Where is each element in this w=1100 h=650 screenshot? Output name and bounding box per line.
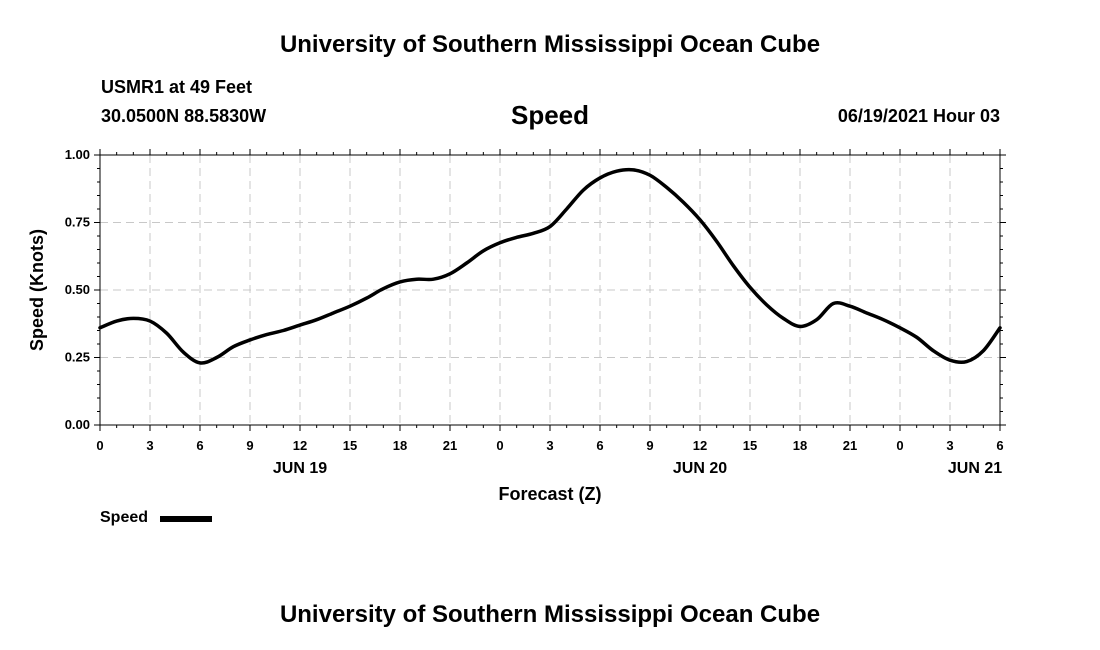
x-axis-title: Forecast (Z) [498, 484, 601, 504]
x-tick-label: 9 [646, 438, 653, 453]
chart-title-top: University of Southern Mississippi Ocean… [279, 31, 821, 58]
x-tick-labels: 0 3 6 9 12 15 18 21 0 3 6 9 12 15 18 21 0 3 6 [96, 438, 1003, 453]
x-tick-label: 12 [293, 438, 307, 453]
x-tick-label: 6 [196, 438, 203, 453]
x-tick-label: 6 [596, 438, 603, 453]
speed-series-line [98, 167, 1002, 365]
day-label: JUN 19 [273, 460, 327, 477]
y-tick-label: 1.00 [65, 147, 90, 162]
chart-grid [100, 155, 1000, 425]
x-tick-label: 21 [443, 438, 457, 453]
forecast-datetime: 06/19/2021 Hour 03 [837, 106, 1000, 126]
x-tick-label: 15 [743, 438, 757, 453]
axis-ticks [94, 149, 1006, 431]
station-coordinates: 30.0500N 88.5830W [101, 106, 267, 126]
y-tick-label: 0.00 [65, 417, 90, 432]
y-axis-title: Speed (Knots) [27, 229, 47, 351]
legend-label: Speed [100, 509, 149, 526]
x-tick-label: 6 [996, 438, 1003, 453]
x-tick-label: 3 [946, 438, 953, 453]
x-tick-label: 3 [546, 438, 553, 453]
x-tick-label: 18 [793, 438, 807, 453]
variable-title: Speed [510, 100, 590, 130]
x-tick-label: 21 [843, 438, 857, 453]
chart-title-bottom: University of Southern Mississippi Ocean… [279, 601, 821, 628]
y-tick-labels: 0.00 0.25 0.50 0.75 1.00 [65, 147, 90, 432]
day-label: JUN 20 [673, 460, 727, 477]
station-label: USMR1 at 49 Feet [101, 77, 253, 97]
day-labels: JUN 19 JUN 20 JUN 21 [273, 460, 1002, 477]
x-tick-label: 18 [393, 438, 407, 453]
x-tick-label: 3 [146, 438, 153, 453]
y-tick-label: 0.75 [65, 215, 90, 230]
y-tick-label: 0.25 [65, 350, 90, 365]
y-tick-label: 0.50 [65, 282, 90, 297]
legend-swatch [160, 516, 212, 522]
x-tick-label: 0 [496, 438, 503, 453]
x-tick-label: 0 [96, 438, 103, 453]
x-tick-label: 12 [693, 438, 707, 453]
x-tick-label: 9 [246, 438, 253, 453]
day-label: JUN 21 [948, 460, 1002, 477]
x-tick-label: 0 [896, 438, 903, 453]
x-tick-label: 15 [343, 438, 357, 453]
